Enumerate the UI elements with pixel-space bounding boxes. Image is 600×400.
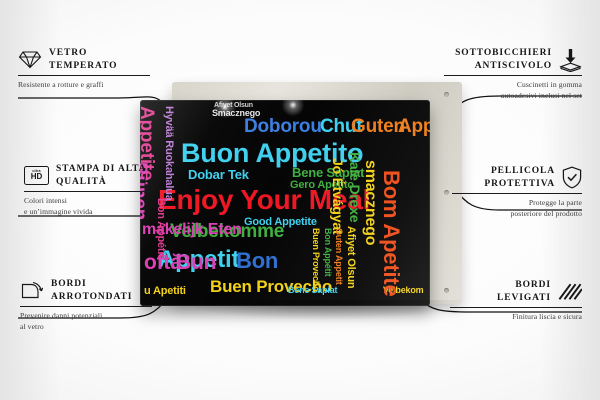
callout-sottobicchieri-antiscivolo: SOTTOBICCHIERI ANTISCIVOLO Cuscinetti in… [444,47,582,102]
cloud-word: Bene Sapiat [288,285,338,295]
cloud-word: Doborou [244,116,322,137]
rounded-corner-icon [21,281,44,298]
diamond-icon [18,51,42,69]
callout-vetro-temperato: VETRO TEMPERATO Resistente a rotture e g… [18,47,150,91]
ultra-hd-badge-icon: ultra HD [24,166,49,186]
cloud-word: u Apetiti [144,285,186,297]
callout-title: SOTTOBICCHIERI ANTISCIVOLO [455,48,552,71]
cloud-word: Buen Provecho [311,228,321,292]
cloud-word: Buon Appetito [181,138,364,168]
arrow-down-pad-icon [559,48,582,72]
callout-subtitle: Cuscinetti in gomma autoadesivi inclusi … [501,80,582,100]
cloud-word: Hyvää Ruokahalua [163,106,175,201]
cloud-word: Appet [398,116,430,137]
cloud-word: makelijk Eten [142,221,242,238]
callout-title: VETRO TEMPERATO [49,48,118,71]
shield-check-icon [562,166,582,189]
callout-bordi-levigati: BORDI LEVIGATI Finitura liscia e sicura [450,279,582,323]
cloud-word: Enjoy Your Meal [158,184,371,215]
callout-subtitle: Finitura liscia e sicura [512,312,582,322]
cloud-word: Dobar Tek [188,167,249,182]
callout-header: SOTTOBICCHIERI ANTISCIVOLO [444,47,582,72]
cloud-word: Appetit [158,246,240,273]
cloud-word: smacznego [362,160,379,246]
callout-header: ultra HD STAMPA DI ALTA QUALITÀ [24,163,150,188]
ultra-hd-label-main: HD [30,172,43,182]
diagonal-lines-icon [558,283,582,300]
cloud-word: Bene Sapiat [292,165,365,180]
cloud-word: Bun [176,251,217,274]
callout-subtitle: Resistente a rotture e graffi [18,80,104,90]
cloud-word: Gero Apetito [290,179,354,191]
cloud-word: Bon [236,248,279,273]
cloud-word: oftă [144,251,182,274]
cloud-word: Good Appetite [244,216,317,228]
product-image: Buon Appetito Enjoy Your Meal Doborou Chut G… [140,82,466,320]
callout-subtitle: Colori intensi e un’immagine vivida [24,196,93,216]
callout-header: VETRO TEMPERATO [18,47,150,72]
glass-board: Buon Appetito Enjoy Your Meal Doborou Chut G… [140,100,430,306]
callout-title: STAMPA DI ALTA QUALITÀ [56,164,147,187]
divider [20,306,152,308]
callout-title: PELLICOLA PROTETTIVA [484,166,555,189]
cloud-word: Smacznego [212,108,261,118]
callout-header: BORDI ARROTONDATI [20,278,152,303]
drop-shadow [180,300,466,320]
cloud-word: Velbekom [383,285,424,295]
cloud-word: Chut [320,116,363,137]
cloud-word: Afiyet Olsun [214,102,253,109]
cloud-word: Guten [351,116,405,137]
word-cloud: Buon Appetito Enjoy Your Meal Doborou Chut G… [140,100,430,306]
cloud-word: Kale Drexe [347,152,363,223]
divider [450,307,582,309]
callout-bordi-arrotondati: BORDI ARROTONDATI Prevenire danni potenz… [20,278,152,333]
callout-stampa-alta-qualita: ultra HD STAMPA DI ALTA QUALITÀ Colori i… [24,163,150,218]
cloud-word: Jó Étvágyat [330,158,346,235]
cloud-word: Buen Provecho [210,277,333,296]
callout-title: BORDI LEVIGATI [496,280,551,303]
divider [444,75,582,77]
callout-subtitle: Protegge la parte posteriore del prodott… [510,198,582,218]
callout-header: BORDI LEVIGATI [450,279,582,304]
cloud-word: Afiyet Olsun [345,226,357,289]
cloud-word: Bon Appétit [323,228,333,277]
cloud-word: Guten Appetit [334,228,344,285]
callout-header: PELLICOLA PROTETTIVA [452,165,582,190]
ultra-hd-label-top: ultra [32,168,41,173]
cloud-word: Bom Apetite [379,170,404,297]
divider [452,193,582,195]
callout-title: BORDI ARROTONDATI [51,279,133,302]
cloud-word: Velbekomme [170,221,285,242]
divider [18,75,150,77]
callout-subtitle: Prevenire danni potenziali al vetro [20,311,103,331]
callout-pellicola-protettiva: PELLICOLA PROTETTIVA Protegge la parte p… [452,165,582,220]
cloud-word: Bon Appétit [155,198,167,258]
divider [24,191,150,193]
